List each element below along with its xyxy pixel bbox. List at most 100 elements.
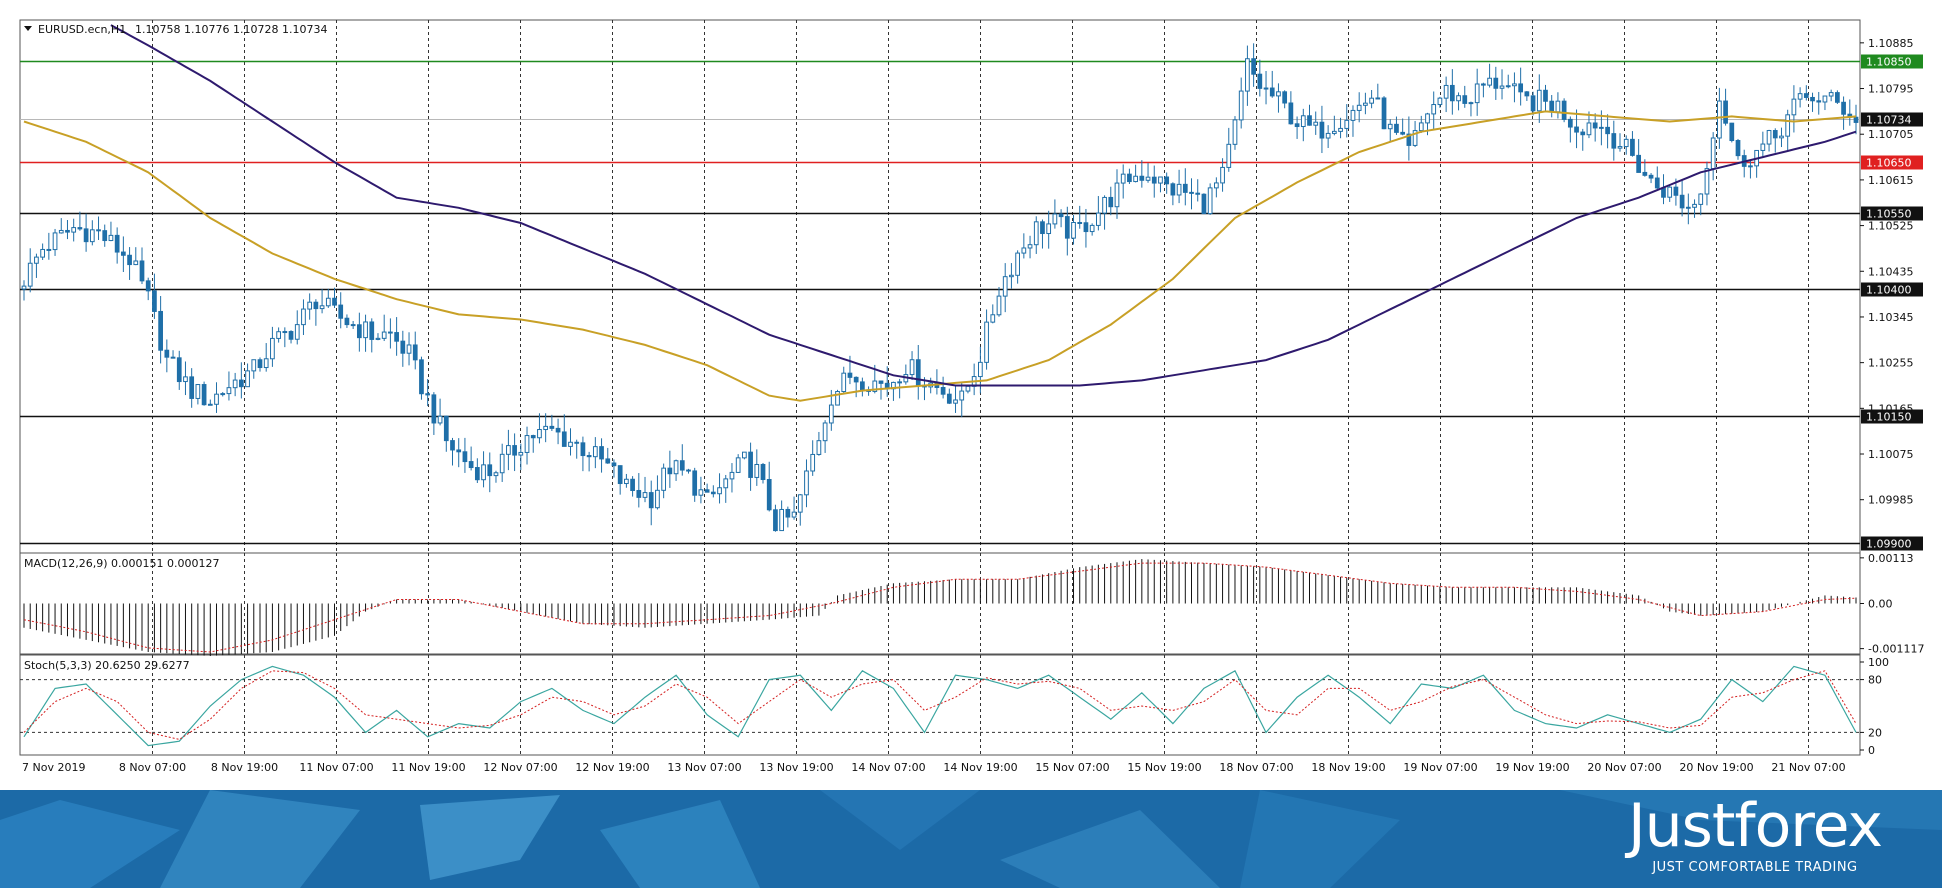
candle-body [189,376,195,399]
x-tick-label: 18 Nov 07:00 [1219,761,1293,774]
candle-body [1108,196,1114,208]
candle-body [1487,77,1492,86]
candle-body [592,446,598,458]
x-tick-label: 19 Nov 19:00 [1495,761,1569,774]
candle-body [319,305,325,310]
candle-body [655,489,660,509]
x-tick-label: 7 Nov 2019 [22,761,85,774]
candle-body [1481,83,1486,86]
candle-body [779,508,785,532]
candle-body [1319,121,1325,139]
candle-body [394,332,399,342]
candle-body [1300,115,1306,128]
candle-body [1586,122,1592,136]
price-level-tag [1861,155,1923,170]
price-level-tag [1861,282,1923,297]
stoch-tick-label: 20 [1868,726,1882,739]
x-tick-label: 14 Nov 07:00 [851,761,925,774]
candle-body [853,376,859,383]
candle-body [1505,85,1511,88]
candle-body [282,331,288,334]
candle-body [301,308,306,326]
candle-body [1835,92,1840,103]
candle-body [114,234,120,253]
price-tick-label: 1.10255 [1868,357,1914,370]
candle-body [605,458,611,464]
trading-chart[interactable]: 1.10850 1.10650 1.10550 1.10400 1.10150 1.099… [0,0,1942,790]
candle-body [1667,186,1673,198]
candle-body [847,372,853,378]
candle-body [338,304,344,319]
stoch-pane[interactable] [20,665,1860,747]
price-tick-label: 1.10165 [1868,402,1914,415]
price-level-tag [1861,409,1923,424]
candle-body [1120,173,1126,184]
stoch-tick-label: 100 [1868,656,1889,669]
candle-body [710,491,716,495]
candle-body [1195,192,1201,195]
candle-body [1462,95,1468,104]
candle-body [537,429,542,439]
candle-body [363,321,368,339]
candle-body [1512,83,1517,87]
candle-body [1046,223,1052,235]
candle-body [52,232,58,251]
candle-body [1704,168,1710,195]
macd-tick-label: -0.001117 [1868,643,1924,656]
candle-body [1791,98,1797,116]
x-tick-label: 11 Nov 19:00 [391,761,465,774]
candle-body [1567,118,1573,128]
x-tick-label: 11 Nov 07:00 [299,761,373,774]
candle-body [487,464,493,477]
candle-body [257,359,263,369]
brand-logo: Justforex JUST COMFORTABLE TRADING [1628,792,1883,876]
candle-body [58,229,64,234]
candle-body [1064,216,1070,239]
candle-body [388,331,393,334]
candle-body [1176,183,1182,196]
candle-body [1263,87,1269,90]
candle-body [1276,91,1281,97]
candle-body [797,494,803,513]
macd-title: MACD(12,26,9) 0.000151 0.000127 [24,557,220,570]
candle-body [1431,104,1437,115]
symbol-dropdown-icon[interactable] [24,26,32,31]
candle-body [1779,135,1784,139]
candle-body [1499,85,1505,89]
candle-body [102,230,108,242]
candle-body [1642,171,1648,176]
candle-body [1009,274,1014,278]
candle-body [21,285,27,290]
candle-body [226,387,232,395]
chart-canvas[interactable]: 1.10850 1.10650 1.10550 1.10400 1.10150 1.099… [0,0,1942,790]
candle-body [953,399,958,404]
candle-body [580,442,586,457]
candle-body [1698,193,1704,205]
candle-body [71,227,77,233]
candle-body [624,478,629,485]
candle-body [530,435,536,439]
ohlc-readout: 1.10758 1.10776 1.10728 1.10734 [135,23,327,36]
candle-body [661,467,667,491]
candle-body [332,297,337,306]
macd-pane[interactable] [23,559,1857,657]
candle-body [1449,84,1455,102]
x-tick-label: 15 Nov 07:00 [1035,761,1109,774]
candle-body [251,359,257,372]
candle-body [804,470,809,496]
candle-body [965,385,971,392]
candle-body [1052,213,1058,225]
candle-body [754,463,760,478]
chart-background [0,0,1942,790]
candle-body [1518,83,1524,93]
brand-tagline: JUST COMFORTABLE TRADING [1652,860,1858,875]
candle-body [270,337,275,360]
candle-body [1561,100,1567,120]
candle-body [679,460,685,471]
moving-average-slow [110,24,1857,387]
price-pane[interactable]: 1.10850 1.10650 1.10550 1.10400 1.10150 1.099… [20,24,1923,551]
candle-body [1418,122,1424,132]
candle-body [1394,123,1399,133]
candle-body [1381,97,1387,130]
candle-body [599,446,604,460]
